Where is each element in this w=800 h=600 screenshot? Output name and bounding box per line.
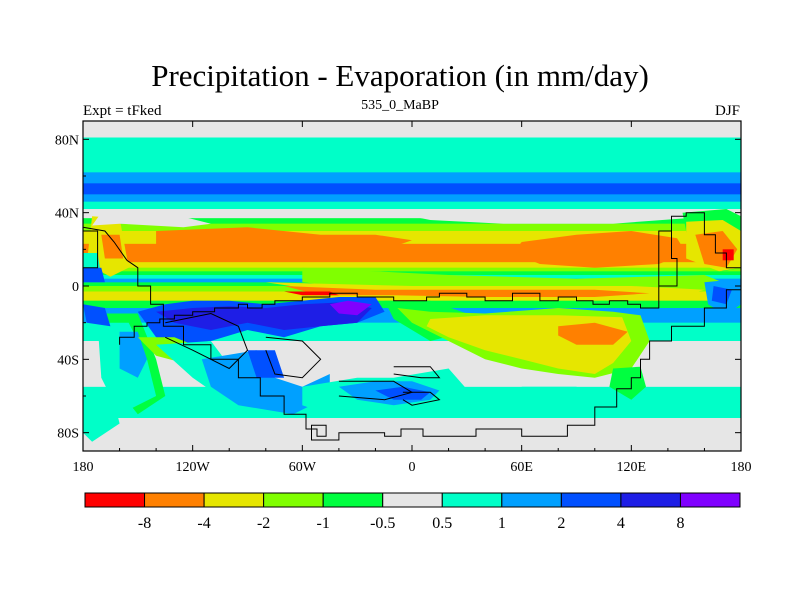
field-region bbox=[329, 300, 372, 316]
field-region bbox=[512, 231, 687, 268]
colorbar-label: -1 bbox=[317, 515, 330, 532]
colorbar-swatch bbox=[84, 492, 146, 508]
field-region bbox=[247, 350, 285, 378]
field-region bbox=[201, 350, 330, 415]
x-tick-label: 60E bbox=[510, 460, 533, 475]
x-tick-label: 0 bbox=[409, 460, 416, 475]
colorbar-label: 0.5 bbox=[432, 515, 452, 532]
colorbar-swatch bbox=[560, 492, 622, 508]
y-axis: 80N 40N 0 40S 80S bbox=[55, 133, 741, 442]
coastline bbox=[402, 391, 441, 406]
chart-subtitle: 535_0_MaBP bbox=[361, 98, 439, 113]
y-tick-label: 80N bbox=[55, 133, 79, 148]
field-band bbox=[83, 201, 741, 210]
colorbar-label: 1 bbox=[498, 515, 506, 532]
field-region bbox=[375, 386, 431, 400]
season-label: DJF bbox=[714, 103, 740, 119]
field-band bbox=[83, 267, 741, 272]
field-band bbox=[83, 137, 741, 173]
colorbar-swatch bbox=[144, 492, 205, 508]
field-region bbox=[101, 234, 124, 259]
colorbar-swatch bbox=[382, 492, 443, 508]
colorbar: -8 -4 -2 -1 -0.5 0.5 1 2 4 8 bbox=[84, 492, 741, 532]
land-outlines bbox=[83, 212, 741, 441]
x-tick-label: 60W bbox=[289, 460, 317, 475]
field-band bbox=[83, 172, 741, 184]
x-axis: 180 120W 60W 0 60E 120E 180 bbox=[73, 121, 752, 475]
field-band bbox=[83, 218, 741, 225]
colorbar-label: -0.5 bbox=[370, 515, 395, 532]
x-tick-label: 180 bbox=[731, 460, 752, 475]
field-region bbox=[558, 322, 628, 345]
y-tick-label: 80S bbox=[57, 427, 79, 442]
colorbar-swatch bbox=[679, 492, 741, 508]
field-region bbox=[156, 302, 372, 330]
field-band bbox=[83, 291, 741, 302]
coastline bbox=[83, 212, 741, 441]
colorbar-swatch bbox=[263, 492, 324, 508]
field-region bbox=[284, 291, 339, 296]
field-region bbox=[521, 386, 586, 415]
coastline bbox=[265, 336, 322, 379]
field-band bbox=[83, 121, 741, 138]
field-region bbox=[393, 209, 687, 224]
y-tick-label: 0 bbox=[72, 280, 79, 295]
field-region bbox=[92, 212, 211, 228]
field-band bbox=[83, 183, 741, 195]
field-region bbox=[722, 249, 734, 261]
colorbar-swatch bbox=[620, 492, 681, 508]
field-band bbox=[83, 223, 741, 232]
colorbar-label: -8 bbox=[138, 515, 151, 532]
field-band bbox=[83, 194, 741, 203]
experiment-label: Expt = tFked bbox=[83, 103, 162, 119]
coastline bbox=[165, 312, 249, 370]
colorbar-label: -2 bbox=[257, 515, 270, 532]
field-band bbox=[83, 262, 741, 269]
field-region bbox=[83, 386, 120, 442]
coastline bbox=[658, 230, 678, 287]
colorbar-label: 4 bbox=[617, 515, 625, 532]
field-region bbox=[83, 267, 105, 283]
y-tick-label: 40N bbox=[55, 207, 79, 222]
field-region bbox=[302, 267, 732, 290]
x-tick-label: 120W bbox=[176, 460, 211, 475]
coastline bbox=[393, 366, 441, 379]
field-region bbox=[83, 304, 111, 327]
colorbar-swatch bbox=[441, 492, 503, 508]
field-region bbox=[119, 331, 147, 378]
field-region bbox=[156, 227, 412, 261]
colorbar-label: 2 bbox=[557, 515, 565, 532]
x-tick-label: 120E bbox=[617, 460, 647, 475]
x-tick-label: 180 bbox=[73, 460, 94, 475]
field-region bbox=[609, 366, 646, 400]
colorbar-label: -4 bbox=[197, 515, 210, 532]
field-regions bbox=[83, 209, 741, 442]
field-region bbox=[284, 286, 650, 297]
chart-title: Precipitation - Evaporation (in mm/day) bbox=[151, 58, 649, 93]
coastline bbox=[83, 230, 99, 269]
y-tick-label: 40S bbox=[57, 353, 79, 368]
colorbar-swatch bbox=[203, 492, 265, 508]
colorbar-label: 8 bbox=[676, 515, 684, 532]
colorbar-swatch bbox=[322, 492, 384, 508]
colorbar-swatch bbox=[501, 492, 562, 508]
